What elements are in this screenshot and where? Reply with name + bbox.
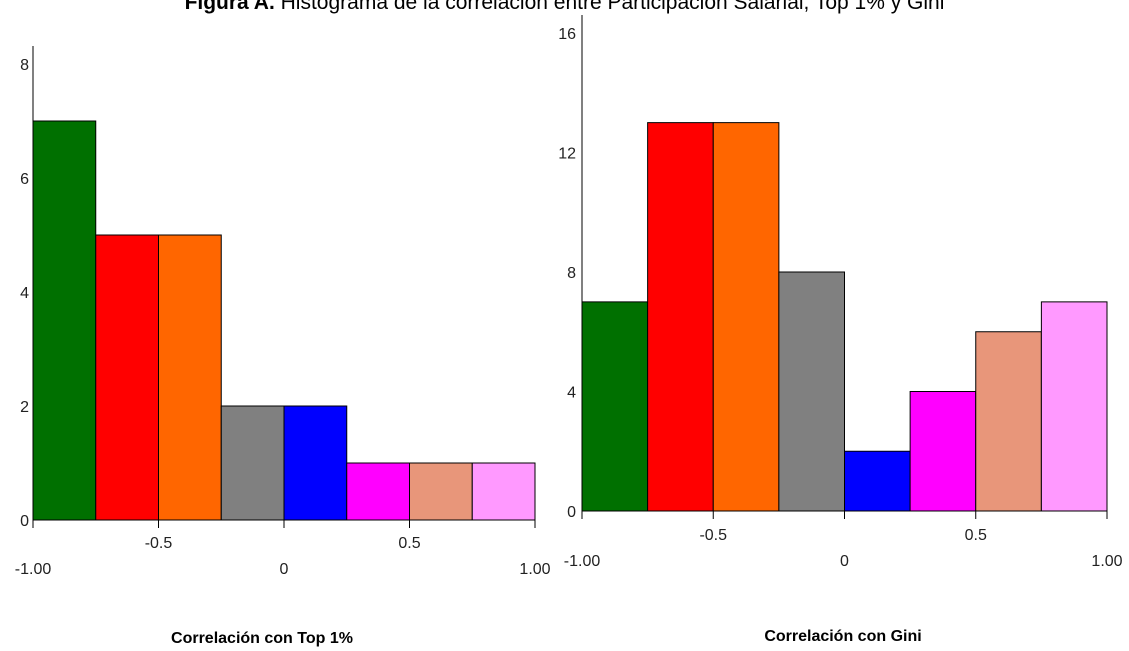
bar-top1-7 — [409, 462, 473, 521]
x-tick-label-gini: 1.00 — [1091, 553, 1122, 570]
bar-gini-3 — [712, 122, 780, 512]
y-tick-label-gini: 4 — [567, 385, 576, 402]
figure-title: Figura A. Histograma de la correlación e… — [0, 0, 1129, 15]
x-axis-label-gini: Correlación con Gini — [764, 628, 921, 645]
y-tick-label-top1: 2 — [20, 399, 29, 416]
bar-gini-4 — [778, 271, 845, 512]
bar-gini-1 — [581, 301, 649, 512]
bar-top1-3 — [158, 234, 222, 521]
bar-gini-2 — [647, 122, 714, 512]
histogram-top1: 0 2 4 6 8 -0.5 0.5 -1.00 0 1.00 Correlación con To… — [15, 46, 551, 647]
figure-title-label: Figura A. — [184, 0, 275, 14]
x-tick-label-top1: 0.5 — [398, 535, 420, 552]
bar-gini-6 — [909, 391, 977, 512]
y-tick-label-gini: 8 — [567, 265, 576, 282]
bar-gini-5 — [844, 450, 911, 512]
x-tick-label-top1: -0.5 — [145, 535, 173, 552]
x-tick-label-top1: -1.00 — [15, 561, 52, 578]
bar-top1-4 — [220, 405, 285, 521]
y-tick-label-top1: 0 — [20, 513, 29, 530]
y-tick-label-gini: 12 — [558, 146, 576, 163]
x-tick-label-gini: -1.00 — [564, 553, 601, 570]
bar-top1-1 — [32, 120, 97, 521]
x-axis-label-top1: Correlación con Top 1% — [171, 630, 353, 647]
x-tick-label-gini: 0 — [840, 553, 849, 570]
bar-gini-7 — [975, 331, 1042, 512]
y-tick-label-gini: 16 — [558, 26, 576, 43]
y-tick-label-top1: 8 — [20, 57, 29, 74]
y-tick-label-gini: 0 — [567, 504, 576, 521]
bar-top1-5 — [283, 405, 348, 521]
figure-title-text: Histograma de la correlación entre Parti… — [280, 0, 945, 14]
bar-top1-2 — [95, 234, 159, 521]
bar-top1-8 — [471, 462, 536, 521]
x-tick-label-top1: 0 — [280, 561, 289, 578]
bar-gini-8 — [1040, 301, 1108, 512]
y-tick-label-top1: 6 — [20, 171, 29, 188]
y-tick-label-top1: 4 — [20, 285, 29, 302]
x-tick-label-top1: 1.00 — [519, 561, 550, 578]
bar-top1-6 — [346, 462, 410, 521]
x-tick-label-gini: -0.5 — [699, 527, 727, 544]
x-tick-label-gini: 0.5 — [965, 527, 987, 544]
histogram-gini: 0 4 8 12 16 -0.5 0.5 -1.00 0 1.00 Correlación con … — [558, 15, 1123, 645]
